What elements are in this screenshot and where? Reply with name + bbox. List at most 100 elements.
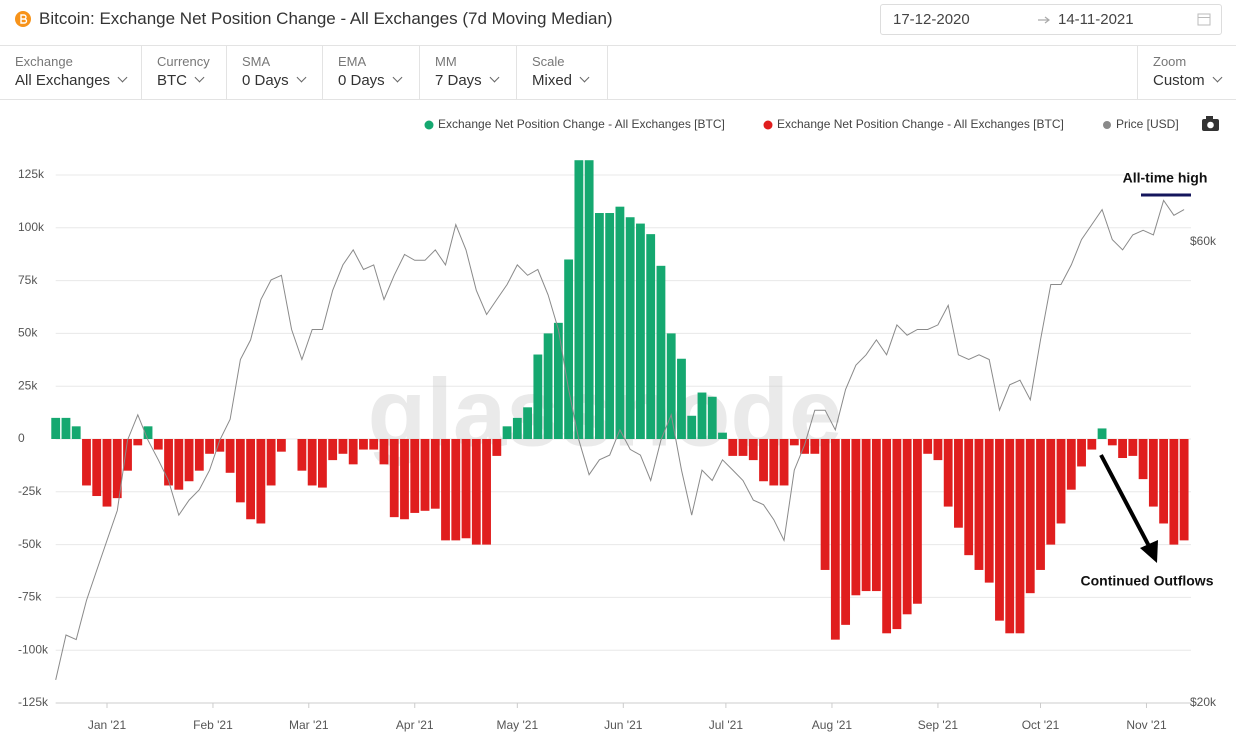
bar (615, 206, 625, 439)
bar (728, 439, 738, 456)
x-tick-label: Feb '21 (193, 718, 233, 732)
bar (636, 223, 645, 439)
bar (451, 439, 461, 541)
bar (697, 392, 707, 439)
date-range[interactable]: 17-12-2020 14-11-2021 (880, 4, 1222, 35)
bar (369, 439, 379, 450)
bar (307, 439, 317, 486)
bar (102, 439, 112, 507)
bar (1128, 439, 1138, 456)
x-tick-label: Mar '21 (289, 718, 329, 732)
bar (246, 439, 256, 520)
bar (420, 439, 430, 511)
annotation-arrow (1099, 454, 1152, 549)
y-tick-label: 100k (18, 220, 45, 234)
y-tick-label: 75k (18, 273, 38, 287)
y-tick-label: -75k (18, 590, 42, 604)
filter-label: MM (435, 54, 457, 69)
filter[interactable]: Exchange All Exchanges (0, 46, 142, 99)
bar (974, 439, 984, 570)
bar (215, 439, 225, 452)
date-from[interactable]: 17-12-2020 (893, 11, 970, 28)
legend-swatch (763, 120, 773, 130)
bar (492, 439, 502, 456)
filter-value[interactable]: 7 Days (435, 72, 500, 89)
bar (718, 432, 727, 439)
bar (112, 439, 122, 499)
bar (912, 439, 922, 604)
bar (1107, 439, 1117, 446)
bar (235, 439, 245, 503)
bar (1148, 439, 1158, 507)
bar (502, 426, 512, 439)
legend-label[interactable]: Exchange Net Position Change - All Excha… (777, 117, 1064, 131)
bar (430, 439, 440, 509)
bar (707, 396, 717, 439)
filter[interactable]: EMA 0 Days (323, 46, 420, 99)
arrow-head (1140, 540, 1158, 563)
filter-value[interactable]: 0 Days (242, 72, 307, 89)
bar (748, 439, 758, 461)
bar (995, 439, 1004, 621)
page-title: Bitcoin: Exchange Net Position Change - … (39, 9, 613, 28)
lines (55, 199, 1185, 681)
legend-label[interactable]: Exchange Net Position Change - All Excha… (438, 117, 725, 131)
zoom-label: Zoom (1153, 54, 1187, 69)
x-tick-label: Nov '21 (1126, 718, 1167, 732)
bar (943, 439, 953, 507)
bar (512, 417, 522, 439)
filter[interactable]: MM 7 Days (420, 46, 517, 99)
filter-value[interactable]: 0 Days (338, 72, 403, 89)
filter-value-text: BTC (157, 72, 187, 89)
bar (471, 439, 481, 545)
bar (820, 439, 830, 570)
bar (656, 265, 666, 439)
filter-value[interactable]: BTC (157, 72, 205, 89)
header: Bitcoin: Exchange Net Position Change - … (0, 0, 1236, 46)
bar (533, 354, 543, 439)
bar (1097, 428, 1107, 439)
bar (1179, 439, 1189, 541)
zoom[interactable]: Zoom Custom (1137, 46, 1236, 99)
filter-value-text: Mixed (532, 72, 573, 89)
bar (1015, 439, 1025, 634)
bar (605, 213, 615, 439)
bar (933, 439, 943, 461)
zoom-value[interactable]: Custom (1153, 72, 1223, 89)
bar (882, 439, 892, 634)
bar (61, 417, 71, 439)
y-tick-label: -25k (18, 484, 42, 498)
bar (92, 439, 102, 497)
filter-label: Scale (532, 54, 565, 69)
annotation: Continued Outflows (1081, 573, 1214, 589)
bar (389, 439, 399, 518)
y2-tick-label: $20k (1190, 695, 1217, 709)
filter[interactable]: Scale Mixed (517, 46, 608, 99)
y-tick-label: -100k (18, 642, 49, 656)
bar (184, 439, 194, 482)
date-to[interactable]: 14-11-2021 (1058, 11, 1134, 28)
bar (738, 439, 748, 456)
bar (1118, 439, 1127, 459)
bar (523, 407, 532, 439)
filter[interactable]: Currency BTC (142, 46, 227, 99)
filter[interactable]: SMA 0 Days (227, 46, 323, 99)
bar (318, 439, 327, 488)
bar (902, 439, 912, 615)
camera-icon[interactable] (1202, 116, 1219, 131)
calendar-icon[interactable] (1197, 12, 1211, 26)
bar (276, 439, 286, 452)
legend-label[interactable]: Price [USD] (1116, 117, 1179, 131)
bar (205, 439, 214, 454)
bar (666, 333, 676, 439)
filter-value[interactable]: All Exchanges (15, 72, 128, 89)
bar (1077, 439, 1086, 467)
bar (441, 439, 450, 541)
bar (954, 439, 963, 528)
bar (379, 439, 389, 465)
bar (1046, 439, 1056, 545)
filter-value[interactable]: Mixed (532, 72, 590, 89)
bar (328, 439, 338, 461)
